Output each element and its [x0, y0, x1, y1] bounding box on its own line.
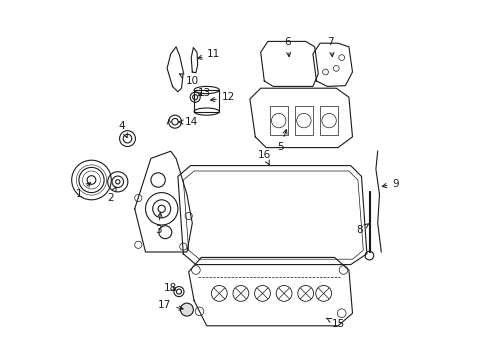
Bar	[294, 106, 312, 135]
Bar	[194, 90, 219, 112]
Bar	[269, 106, 287, 135]
Text: 18: 18	[164, 283, 177, 293]
Polygon shape	[191, 48, 197, 73]
Text: 5: 5	[277, 130, 286, 152]
Text: 9: 9	[382, 179, 398, 189]
Text: 7: 7	[327, 37, 333, 57]
Polygon shape	[178, 166, 366, 265]
Text: 6: 6	[284, 37, 290, 57]
Text: 4: 4	[119, 121, 127, 138]
Text: 17: 17	[158, 300, 183, 310]
Text: 2: 2	[107, 187, 116, 203]
Text: 14: 14	[178, 117, 198, 127]
Polygon shape	[249, 88, 352, 148]
Text: 13: 13	[197, 88, 210, 98]
Polygon shape	[260, 41, 318, 86]
Polygon shape	[312, 43, 352, 86]
Text: 16: 16	[257, 150, 270, 165]
Polygon shape	[134, 151, 192, 252]
Circle shape	[180, 303, 193, 316]
Bar	[320, 106, 337, 135]
Text: 10: 10	[179, 74, 199, 86]
Text: 15: 15	[325, 318, 344, 329]
Text: 8: 8	[356, 224, 368, 235]
Text: 11: 11	[198, 49, 220, 59]
Text: 1: 1	[76, 183, 90, 199]
Polygon shape	[167, 47, 183, 92]
Text: 3: 3	[155, 213, 162, 235]
Text: 12: 12	[210, 92, 234, 102]
Polygon shape	[188, 257, 352, 326]
